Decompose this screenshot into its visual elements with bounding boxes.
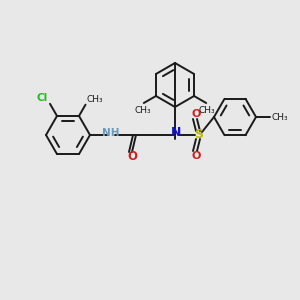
Text: CH₃: CH₃ [272, 112, 289, 122]
Text: NH: NH [102, 128, 120, 138]
Text: O: O [127, 151, 137, 164]
Text: N: N [171, 127, 181, 140]
Text: CH₃: CH₃ [199, 106, 215, 115]
Text: O: O [191, 109, 201, 119]
Text: O: O [191, 151, 201, 161]
Text: CH₃: CH₃ [86, 95, 103, 104]
Text: Cl: Cl [37, 93, 48, 103]
Text: S: S [194, 128, 203, 140]
Text: CH₃: CH₃ [134, 106, 151, 115]
